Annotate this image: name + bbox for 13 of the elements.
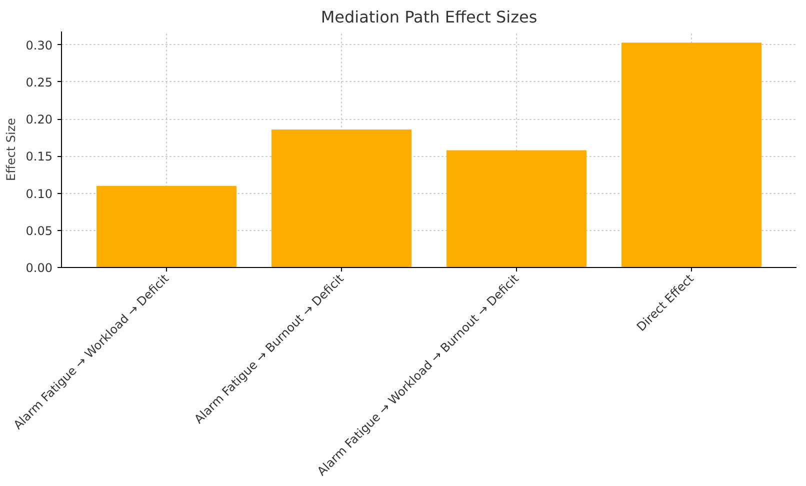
chart-title: Mediation Path Effect Sizes xyxy=(320,8,538,26)
bar xyxy=(96,186,236,268)
bar xyxy=(446,150,586,268)
y-tick-label: 0.25 xyxy=(26,75,52,90)
y-tick-label: 0.20 xyxy=(26,112,52,127)
y-tick-label: 0.10 xyxy=(26,186,52,201)
y-tick-label: 0.00 xyxy=(26,261,52,275)
y-axis-title: Effect Size xyxy=(4,118,18,181)
bar xyxy=(622,42,762,268)
bar xyxy=(272,129,412,268)
y-tick-label: 0.05 xyxy=(26,224,52,238)
y-tick-label: 0.15 xyxy=(26,150,52,164)
y-tick-label: 0.30 xyxy=(26,38,52,52)
